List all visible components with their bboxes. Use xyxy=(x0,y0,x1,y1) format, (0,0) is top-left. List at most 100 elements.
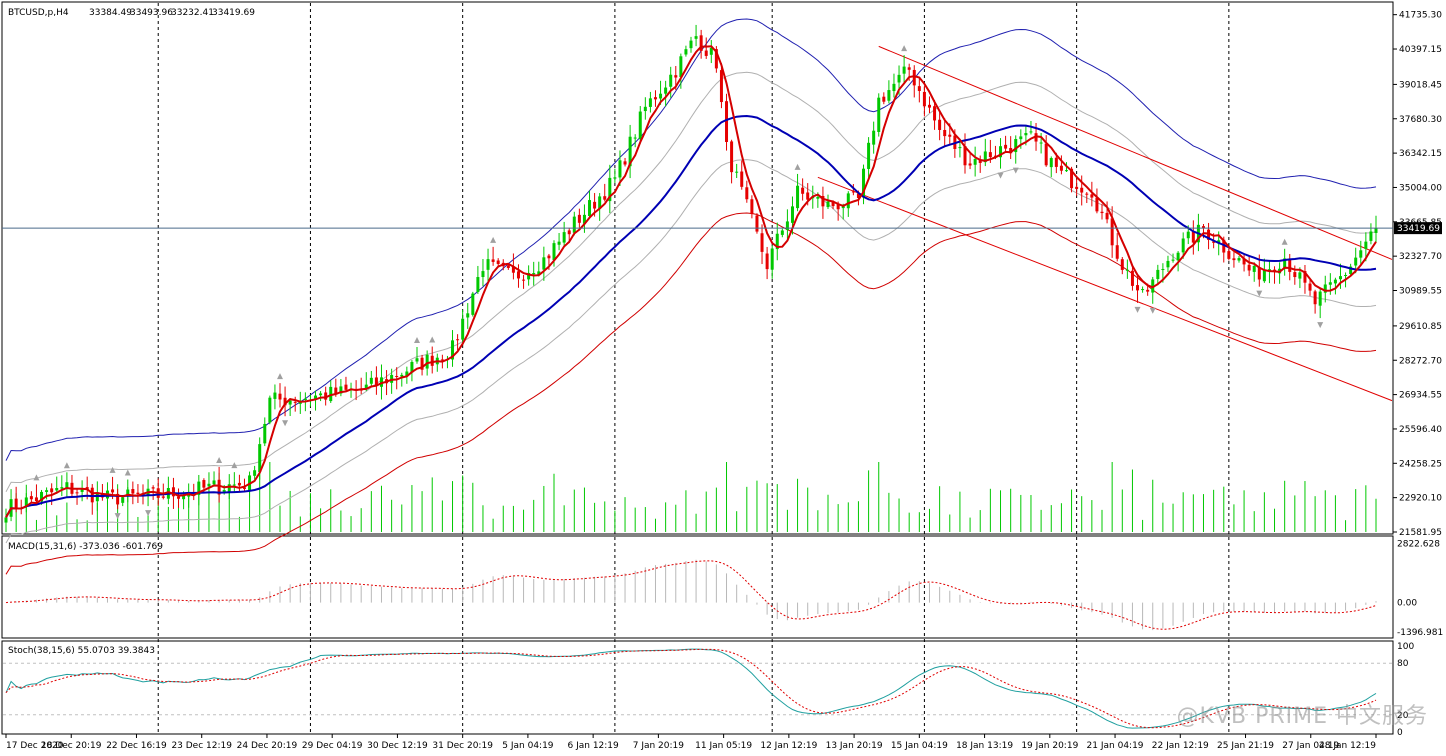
candle-body xyxy=(516,271,520,279)
candle-body xyxy=(136,492,140,495)
channel-lower-line xyxy=(817,176,1393,402)
candle-body xyxy=(227,484,231,492)
ohlc-readout: 33384.49 33493.96 33232.41 33419.69 xyxy=(89,8,255,18)
time-tick-label: 19 Jan 20:19 xyxy=(1021,741,1078,751)
candle-body xyxy=(790,206,794,223)
candle-body xyxy=(613,177,617,179)
fractal-up-arrow xyxy=(490,236,497,243)
candle-body xyxy=(1024,133,1028,136)
candle-body xyxy=(258,444,262,473)
candle-body xyxy=(491,259,495,262)
candle-body xyxy=(263,423,267,444)
candle-body xyxy=(532,273,536,275)
candle-body xyxy=(1323,284,1327,293)
candle-body xyxy=(1080,187,1084,193)
main-panel-frame xyxy=(1,1,1394,535)
candle-body xyxy=(273,392,277,399)
candle-body xyxy=(288,400,292,405)
macd-tick-label: 2822.628 xyxy=(1397,540,1440,550)
time-tick-label: 25 Jan 21:19 xyxy=(1217,741,1274,751)
candle-body xyxy=(430,355,434,366)
candle-body xyxy=(892,83,896,92)
candle-body xyxy=(1237,258,1241,261)
fractal-down-arrow xyxy=(145,510,152,517)
candle-body xyxy=(1222,239,1226,253)
candle-body xyxy=(1186,231,1190,239)
candle-body xyxy=(50,488,54,493)
candle-body xyxy=(1130,270,1134,286)
current-price-tag xyxy=(1394,222,1442,235)
candle-body xyxy=(496,260,500,264)
candle-body xyxy=(319,393,323,396)
candle-body xyxy=(1313,291,1317,305)
ma-fast-line xyxy=(5,45,1377,518)
candle-body xyxy=(217,479,221,495)
candle-body xyxy=(679,56,683,78)
stoch-tick-label: 100 xyxy=(1397,642,1414,652)
candle-body xyxy=(151,487,155,489)
candle-body xyxy=(527,272,531,280)
candle-body xyxy=(1283,258,1287,269)
candle-body xyxy=(334,387,338,395)
time-tick-label: 18 Jan 13:19 xyxy=(956,741,1013,751)
candle-body xyxy=(451,340,455,360)
candle-body xyxy=(29,496,33,500)
candle-body xyxy=(593,201,597,209)
candle-body xyxy=(719,70,723,103)
candle-body xyxy=(1191,231,1195,243)
fractal-up-arrow xyxy=(33,474,40,481)
price-tick-label: 37680.30 xyxy=(1399,115,1442,125)
candle-body xyxy=(562,232,566,243)
candle-body xyxy=(603,196,607,200)
candle-body xyxy=(775,233,779,250)
candle-body xyxy=(552,243,556,260)
candle-body xyxy=(339,386,343,394)
fractal-up-arrow xyxy=(63,462,70,469)
candle-body xyxy=(725,101,729,142)
candle-body xyxy=(1293,272,1297,278)
candle-body xyxy=(374,377,378,386)
candle-body xyxy=(111,489,115,493)
candle-body xyxy=(1333,279,1337,284)
price-tick-label: 21581.95 xyxy=(1399,528,1442,538)
candle-body xyxy=(1374,228,1378,233)
candle-body xyxy=(689,40,693,49)
fractal-up-arrow xyxy=(794,163,801,170)
fractal-down-arrow xyxy=(1256,290,1263,297)
candle-body xyxy=(912,69,916,86)
candle-body xyxy=(709,47,713,55)
candle-body xyxy=(867,142,871,169)
fractal-down-arrow xyxy=(1134,306,1141,313)
candle-body xyxy=(643,106,647,112)
candle-body xyxy=(506,265,510,268)
candle-body xyxy=(922,91,926,107)
price-tick-label: 30989.55 xyxy=(1399,287,1442,297)
candle-body xyxy=(329,386,333,402)
stoch-panel-frame xyxy=(1,640,1394,735)
candle-body xyxy=(806,192,810,200)
stoch-tick-label: 80 xyxy=(1397,659,1409,669)
candle-body xyxy=(633,137,637,139)
candle-body xyxy=(1120,259,1124,270)
stoch-tick-label: 0 xyxy=(1397,728,1403,738)
candle-body xyxy=(897,74,901,83)
candle-body xyxy=(14,498,18,509)
macd-tick-label: 0.00 xyxy=(1397,599,1417,609)
candle-body xyxy=(4,517,8,523)
candle-body xyxy=(440,359,444,361)
candle-body xyxy=(968,163,972,166)
candle-body xyxy=(1070,168,1074,189)
time-tick-label: 29 Dec 04:19 xyxy=(302,741,363,751)
candle-body xyxy=(40,491,44,502)
candle-body xyxy=(684,49,688,55)
price-tick-label: 29610.85 xyxy=(1399,322,1442,332)
candle-body xyxy=(237,482,241,486)
candle-body xyxy=(395,375,399,377)
candle-body xyxy=(877,97,881,132)
candle-body xyxy=(664,87,668,94)
candle-body xyxy=(856,193,860,199)
candle-body xyxy=(927,104,931,108)
candle-body xyxy=(1059,165,1063,171)
candle-body xyxy=(60,487,64,489)
